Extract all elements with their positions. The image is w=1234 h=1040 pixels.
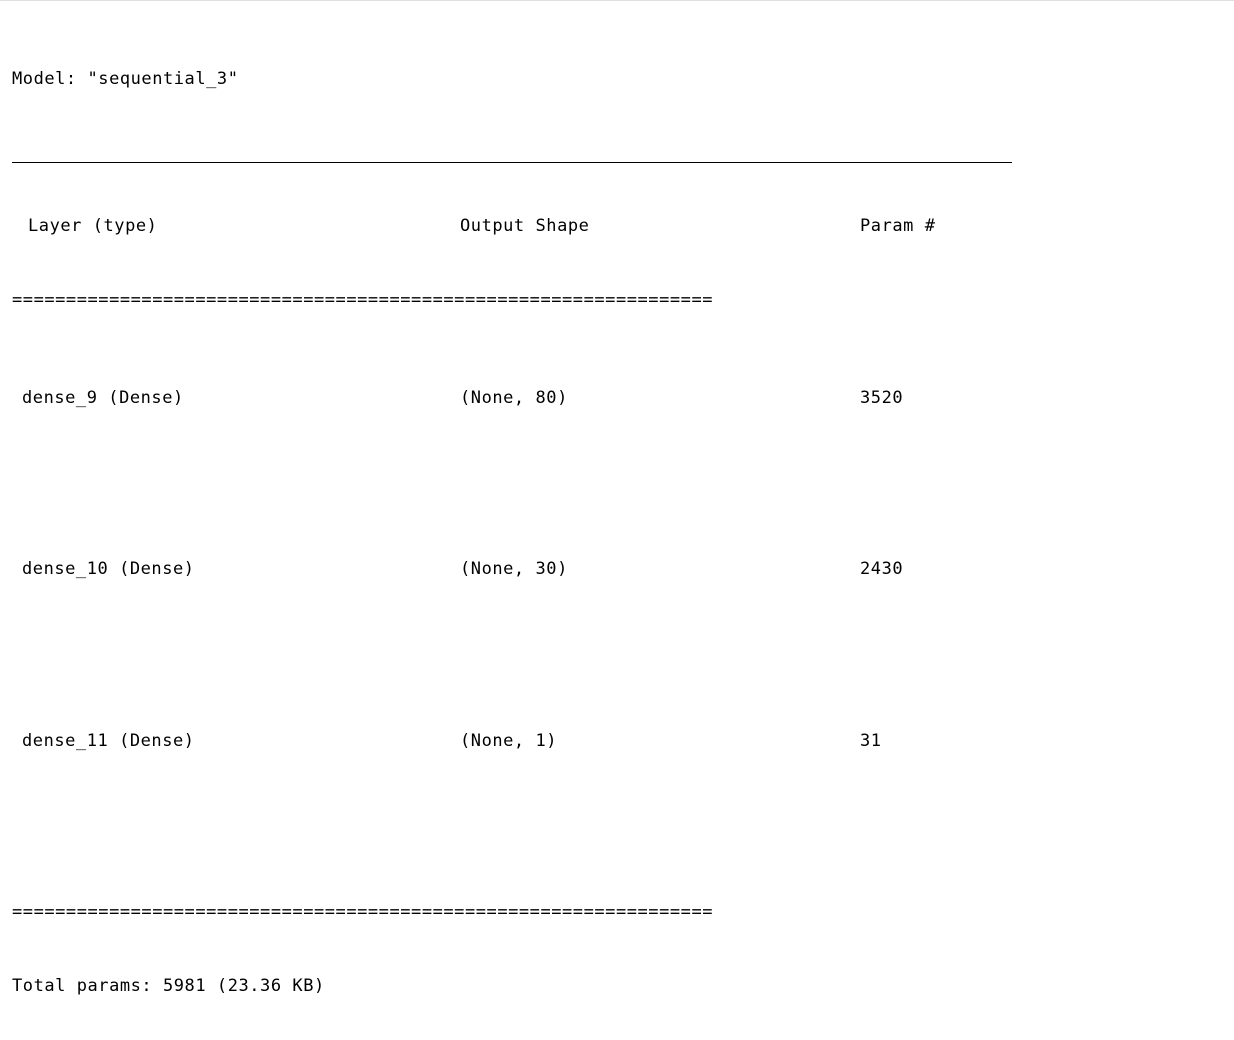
table-header: Layer (type) Output Shape Param # (12, 214, 1222, 239)
table-row: dense_11 (Dense) (None, 1) 31 (12, 729, 1222, 754)
model-summary-output: Model: "sequential_3" Layer (type) Outpu… (12, 18, 1222, 1040)
header-param-count: Param # (860, 216, 936, 236)
layer-output-shape: (None, 1) (460, 730, 558, 751)
cell-top-border (0, 0, 1234, 1)
layer-param-count: 3520 (860, 387, 904, 408)
table-row: dense_9 (Dense) (None, 80) 3520 (12, 386, 1222, 411)
layer-param-count: 2430 (860, 559, 904, 579)
layer-name: dense_10 (Dense) (22, 559, 195, 579)
total-params: Total params: 5981 (23.36 KB) (12, 975, 325, 996)
header-bottom-rule: ========================================… (12, 289, 714, 310)
header-layer-type: Layer (type) (28, 216, 158, 236)
layer-name: dense_11 (Dense) (22, 730, 195, 751)
row-spacer (12, 631, 1222, 656)
row-spacer (12, 459, 1222, 484)
layer-name: dense_9 (Dense) (22, 387, 184, 408)
header-top-rule (12, 141, 1222, 166)
layer-output-shape: (None, 80) (460, 387, 568, 408)
model-title: Model: "sequential_3" (12, 69, 239, 89)
header-output-shape: Output Shape (460, 216, 590, 236)
layer-output-shape: (None, 30) (460, 559, 568, 579)
layer-param-count: 31 (860, 730, 882, 751)
row-spacer (12, 802, 1222, 827)
table-bottom-rule: ========================================… (12, 902, 714, 922)
table-row: dense_10 (Dense) (None, 30) 2430 (12, 557, 1222, 582)
